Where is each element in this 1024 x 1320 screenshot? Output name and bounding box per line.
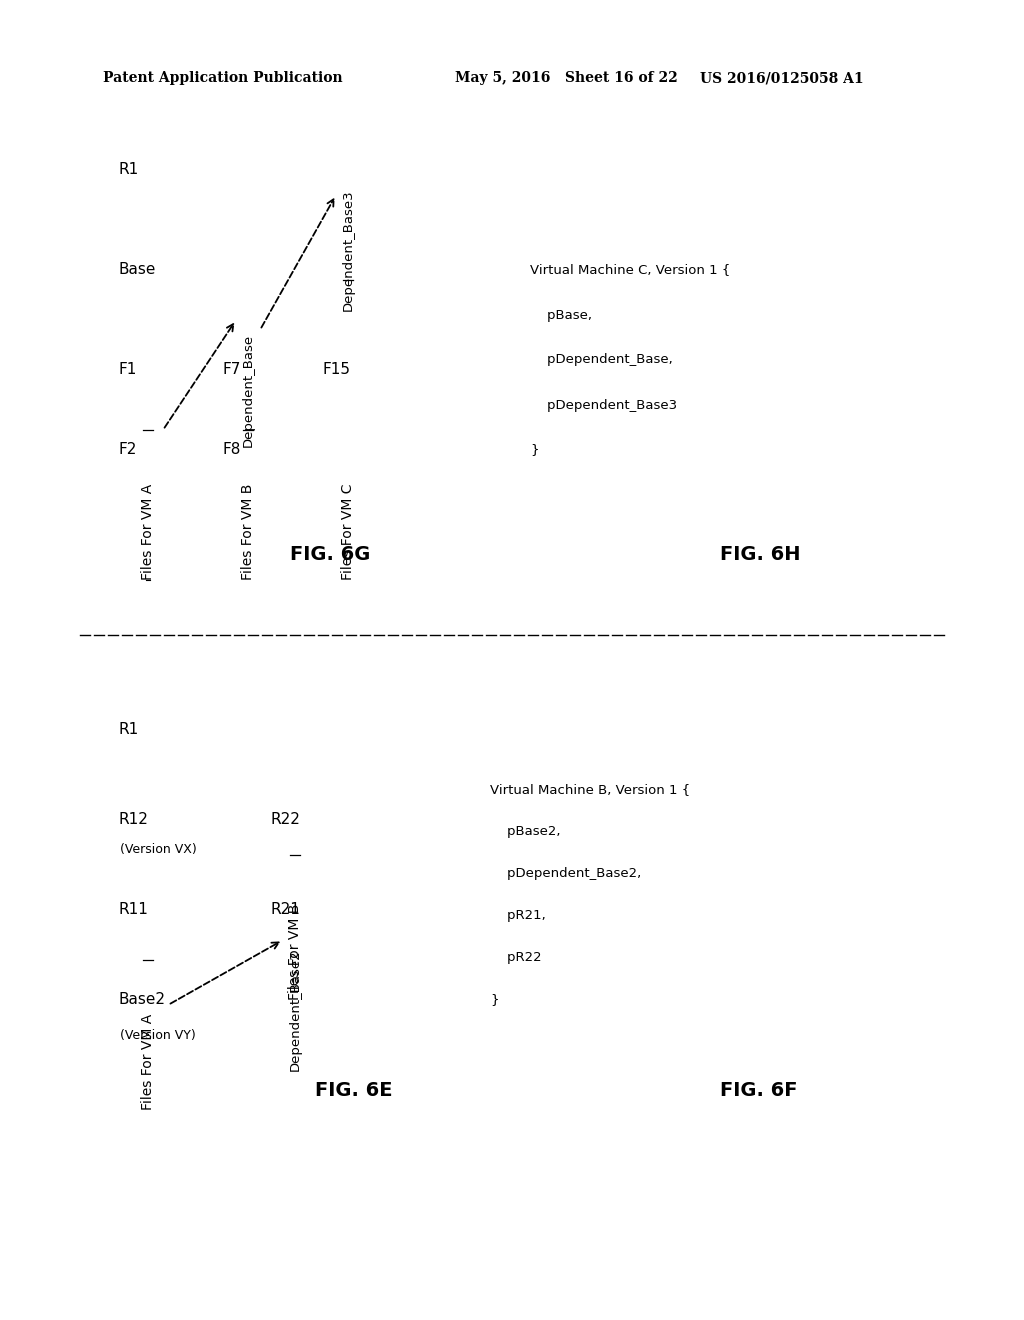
Text: (Version VY): (Version VY) [120, 1028, 196, 1041]
Text: pR21,: pR21, [490, 909, 546, 923]
Text: R21: R21 [270, 903, 300, 917]
Text: Virtual Machine C, Version 1 {: Virtual Machine C, Version 1 { [530, 264, 730, 276]
Text: (Version VX): (Version VX) [120, 843, 197, 857]
Text: pR22: pR22 [490, 952, 542, 965]
Text: Dependent_Base2: Dependent_Base2 [289, 949, 301, 1071]
Text: Files For VM B: Files For VM B [241, 483, 255, 579]
Text: F7: F7 [223, 363, 242, 378]
Text: F2: F2 [118, 442, 136, 458]
Text: Patent Application Publication: Patent Application Publication [103, 71, 343, 84]
Text: US 2016/0125058 A1: US 2016/0125058 A1 [700, 71, 863, 84]
Text: FIG. 6E: FIG. 6E [315, 1081, 392, 1100]
Text: pBase,: pBase, [530, 309, 592, 322]
Text: pDependent_Base3: pDependent_Base3 [530, 399, 677, 412]
Text: pDependent_Base,: pDependent_Base, [530, 354, 673, 367]
Text: Dependent_Base3: Dependent_Base3 [341, 189, 354, 310]
Text: F1: F1 [118, 363, 136, 378]
Text: pBase2,: pBase2, [490, 825, 560, 838]
Text: FIG. 6G: FIG. 6G [290, 545, 371, 565]
Text: R1: R1 [118, 722, 138, 738]
Text: Dependent_Base: Dependent_Base [242, 334, 255, 446]
Text: FIG. 6H: FIG. 6H [720, 545, 801, 565]
Text: Files For VM A: Files For VM A [141, 483, 155, 579]
Text: R22: R22 [270, 813, 300, 828]
Text: R1: R1 [118, 162, 138, 177]
Text: May 5, 2016   Sheet 16 of 22: May 5, 2016 Sheet 16 of 22 [455, 71, 678, 84]
Text: R11: R11 [118, 903, 147, 917]
Text: Files For VM B: Files For VM B [288, 904, 302, 1001]
Text: pDependent_Base2,: pDependent_Base2, [490, 867, 641, 880]
Text: R12: R12 [118, 813, 147, 828]
Text: Virtual Machine B, Version 1 {: Virtual Machine B, Version 1 { [490, 784, 690, 796]
Text: FIG. 6F: FIG. 6F [720, 1081, 798, 1100]
Text: Files For VM C: Files For VM C [341, 483, 355, 579]
Text: Base: Base [118, 263, 156, 277]
Text: F8: F8 [223, 442, 242, 458]
Text: Base2: Base2 [118, 993, 165, 1007]
Text: Files For VM A: Files For VM A [141, 1014, 155, 1110]
Text: }: } [490, 994, 499, 1006]
Text: }: } [530, 444, 539, 457]
Text: F15: F15 [323, 363, 351, 378]
